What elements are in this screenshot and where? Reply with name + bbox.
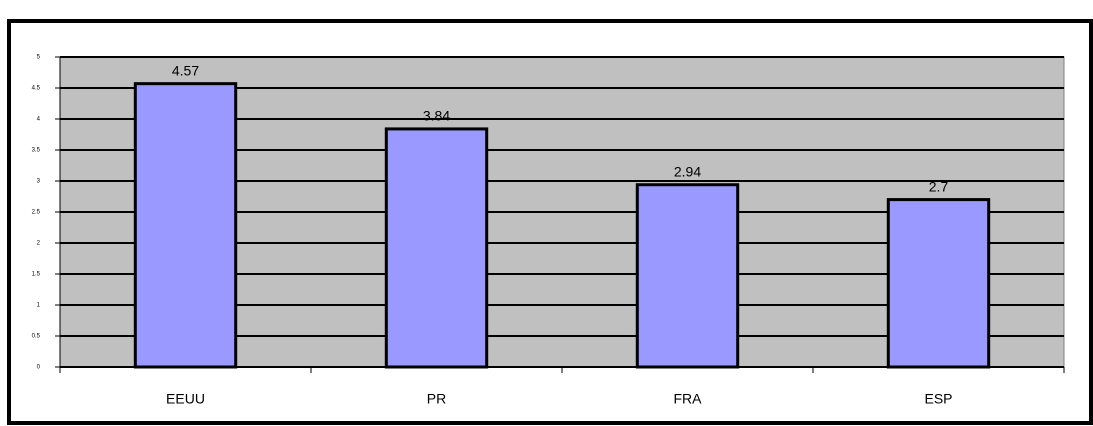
data-label: 2.7 <box>929 178 949 194</box>
x-tick-label: PR <box>427 391 446 407</box>
y-tick-label: 0 <box>37 365 41 371</box>
y-tick-label: 3 <box>37 179 41 185</box>
x-tick-label: FRA <box>674 391 703 407</box>
y-tick-label: 1 <box>37 303 41 309</box>
y-tick-label: 2.5 <box>32 210 41 216</box>
y-tick-label: 3.5 <box>32 148 41 154</box>
data-label: 4.57 <box>172 62 199 78</box>
data-label: 2.94 <box>674 163 701 179</box>
data-label: 3.84 <box>423 108 450 124</box>
bar <box>384 127 489 369</box>
y-tick-label: 2 <box>37 241 41 247</box>
y-tick-label: 4 <box>37 117 41 123</box>
y-tick-label: 1.5 <box>32 272 41 278</box>
bar <box>133 82 238 369</box>
y-tick-label: 0.5 <box>32 334 41 340</box>
y-tick-label: 5 <box>37 55 41 61</box>
bar <box>886 198 991 369</box>
bar <box>635 183 740 369</box>
x-tick-label: EEUU <box>166 391 205 407</box>
x-tick-label: ESP <box>924 391 952 407</box>
y-tick-label: 4.5 <box>32 86 41 92</box>
